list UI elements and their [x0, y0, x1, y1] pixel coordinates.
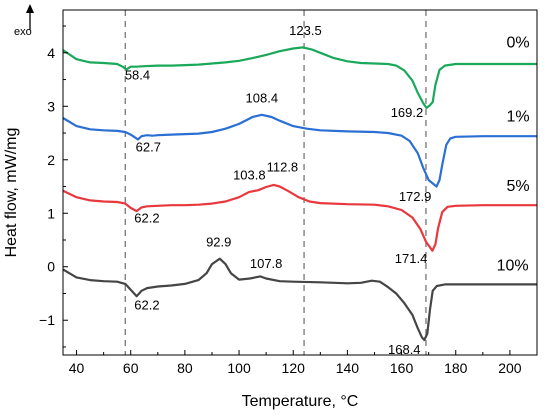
- peak-label: 169.2: [391, 105, 424, 120]
- y-tick-label: 2: [47, 152, 55, 168]
- reference-lines: [124, 10, 427, 355]
- x-tick-label: 180: [444, 360, 468, 376]
- peak-label: 103.8: [233, 168, 266, 183]
- x-tick-label: 160: [390, 360, 414, 376]
- y-tick-label: 1: [47, 205, 55, 221]
- peak-label: 171.4: [395, 251, 428, 266]
- y-tick-label: 4: [47, 45, 55, 61]
- exo-label: exo: [14, 26, 32, 38]
- series-labels: 0% 1% 5% 10%: [497, 34, 530, 274]
- series-label: 0%: [506, 34, 529, 51]
- y-axis: −1 0 1 2 3 4: [39, 25, 68, 348]
- peak-label: 107.8: [250, 256, 283, 271]
- x-tick-label: 140: [336, 360, 360, 376]
- peak-label: 168.4: [388, 342, 421, 357]
- y-tick-label: −1: [39, 312, 55, 328]
- series-line: [62, 257, 537, 342]
- x-tick-label: 100: [227, 360, 251, 376]
- x-tick-label: 120: [282, 360, 306, 376]
- series-group: [62, 46, 537, 342]
- plot-frame: [62, 9, 538, 356]
- series-label: 1%: [506, 108, 529, 125]
- series-label: 10%: [497, 257, 529, 274]
- peak-label: 58.4: [125, 68, 150, 83]
- x-tick-label: 80: [177, 360, 193, 376]
- series-line: [62, 113, 537, 188]
- peak-label: 108.4: [246, 91, 279, 106]
- peak-label: 62.2: [134, 210, 159, 225]
- exo-arrowhead-icon: [26, 4, 34, 13]
- peak-label: 62.2: [134, 298, 159, 313]
- y-axis-title: Heat flow, mW/mg: [3, 128, 20, 258]
- peak-label: 62.7: [136, 140, 161, 155]
- x-axis-title: Temperature, °C: [242, 393, 359, 410]
- peak-label: 172.9: [399, 189, 432, 204]
- x-axis: 40 60 80 100 120 140 160 180 200: [69, 350, 538, 376]
- peak-label: 92.9: [206, 234, 231, 249]
- y-tick-label: 0: [47, 259, 55, 275]
- y-tick-label: 3: [47, 98, 55, 114]
- peak-label: 112.8: [267, 160, 299, 175]
- series-line: [62, 183, 537, 252]
- x-tick-label: 200: [498, 360, 522, 376]
- series-line: [62, 46, 537, 109]
- exo-indicator: exo: [14, 4, 34, 38]
- x-tick-label: 40: [69, 360, 85, 376]
- peak-label: 123.5: [289, 23, 322, 38]
- series-label: 5%: [506, 178, 529, 195]
- x-tick-label: 60: [123, 360, 139, 376]
